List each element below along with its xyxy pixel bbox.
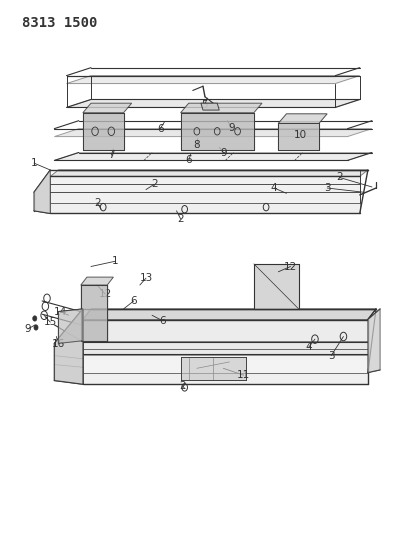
Text: 7: 7 — [108, 150, 115, 160]
Polygon shape — [81, 285, 107, 341]
Text: 12: 12 — [283, 262, 297, 271]
Polygon shape — [66, 76, 359, 84]
Text: 1: 1 — [31, 158, 37, 168]
Polygon shape — [81, 277, 113, 285]
Text: 1: 1 — [112, 256, 119, 266]
Text: 6: 6 — [157, 124, 163, 134]
Polygon shape — [54, 128, 371, 136]
Polygon shape — [180, 357, 245, 381]
Text: 4: 4 — [270, 183, 277, 193]
Text: 3: 3 — [327, 351, 334, 361]
Text: 6: 6 — [185, 156, 191, 165]
Text: 13: 13 — [139, 273, 152, 283]
Text: 4: 4 — [305, 342, 311, 352]
Polygon shape — [54, 152, 371, 160]
Polygon shape — [58, 309, 83, 343]
Text: 9: 9 — [220, 148, 226, 158]
Text: 2: 2 — [177, 214, 183, 224]
Polygon shape — [180, 103, 261, 113]
Text: 11: 11 — [236, 370, 250, 380]
Text: 3: 3 — [323, 183, 330, 193]
Polygon shape — [83, 373, 367, 384]
Text: 9: 9 — [227, 123, 234, 133]
Text: 2: 2 — [94, 198, 100, 208]
Text: 9: 9 — [25, 324, 31, 334]
Text: 12: 12 — [99, 289, 112, 299]
Text: 14: 14 — [54, 306, 67, 317]
Text: 15: 15 — [43, 317, 57, 327]
Polygon shape — [278, 114, 326, 123]
Text: 6: 6 — [159, 316, 165, 326]
Polygon shape — [34, 170, 50, 214]
Polygon shape — [50, 176, 359, 203]
Polygon shape — [253, 264, 298, 309]
Polygon shape — [83, 113, 123, 150]
Polygon shape — [66, 100, 359, 108]
Polygon shape — [50, 170, 367, 176]
Polygon shape — [83, 355, 367, 373]
Polygon shape — [83, 103, 131, 113]
Polygon shape — [367, 309, 379, 373]
Text: 8313 1500: 8313 1500 — [22, 16, 97, 30]
Text: 2: 2 — [335, 172, 342, 182]
Polygon shape — [180, 113, 253, 150]
Circle shape — [34, 325, 38, 330]
Text: 8: 8 — [193, 140, 200, 150]
Polygon shape — [200, 103, 219, 110]
Text: 2: 2 — [151, 179, 157, 189]
Polygon shape — [83, 309, 375, 319]
Text: 2: 2 — [179, 381, 185, 391]
Polygon shape — [50, 203, 359, 214]
Polygon shape — [83, 342, 367, 354]
Text: 16: 16 — [52, 340, 65, 350]
Text: 5: 5 — [201, 100, 208, 110]
Circle shape — [33, 316, 37, 321]
Polygon shape — [278, 123, 318, 150]
Polygon shape — [83, 319, 367, 341]
Text: 10: 10 — [293, 130, 306, 140]
Polygon shape — [54, 309, 83, 384]
Text: 6: 6 — [130, 296, 137, 306]
